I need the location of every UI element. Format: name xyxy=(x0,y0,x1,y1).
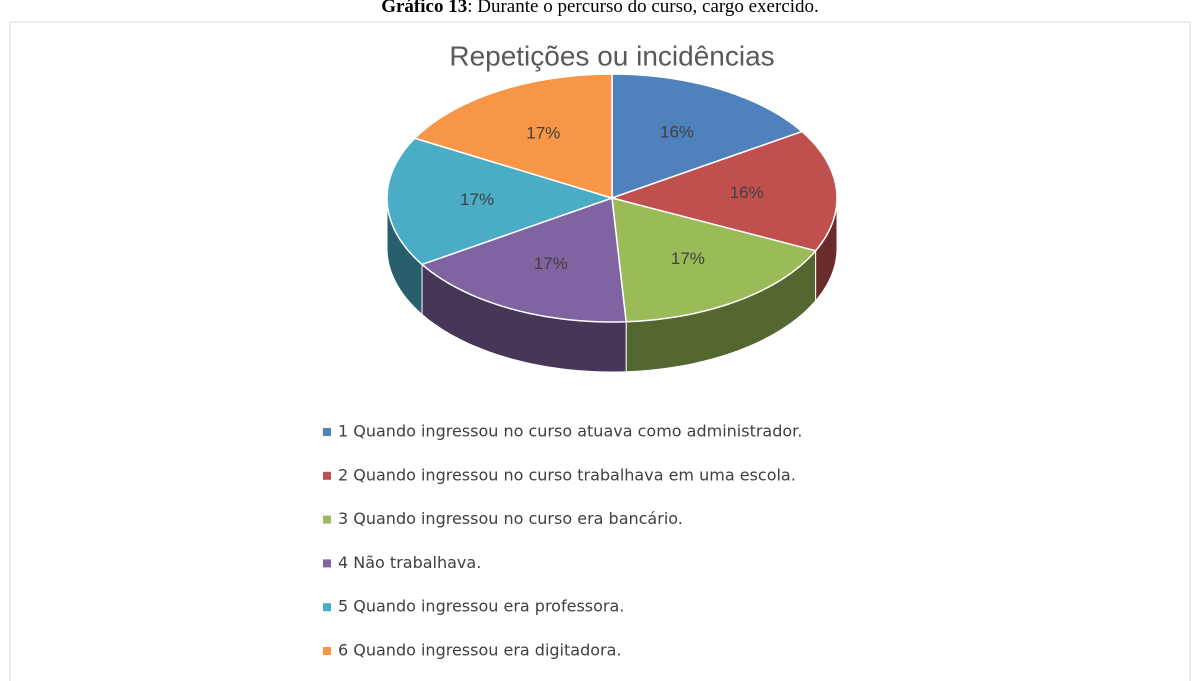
data-label: 16% xyxy=(730,183,764,202)
caption: Gráfico 13: Durante o percurso do curso,… xyxy=(381,0,819,17)
chart-title: Repetições ou incidências xyxy=(449,40,774,71)
data-label: 17% xyxy=(526,123,560,142)
legend-label: 2 Quando ingressou no curso trabalhava e… xyxy=(338,465,796,484)
caption-label: Gráfico 13 xyxy=(381,0,467,17)
legend-swatch xyxy=(323,515,331,524)
data-label: 17% xyxy=(534,254,568,273)
legend-label: 3 Quando ingressou no curso era bancário… xyxy=(338,509,683,528)
pie-slice xyxy=(420,196,627,323)
legend-label: 1 Quando ingressou no curso atuava como … xyxy=(338,422,802,441)
caption-text: : Durante o percurso do curso, cargo exe… xyxy=(467,0,819,17)
data-label: 17% xyxy=(460,190,494,209)
legend-swatch xyxy=(323,647,331,655)
legend-label: 4 Não trabalhava. xyxy=(338,553,481,572)
legend-swatch xyxy=(323,603,331,612)
pie-slice xyxy=(413,73,613,200)
legend-label: 6 Quando ingressou era digitadora. xyxy=(338,641,621,660)
data-label: 17% xyxy=(671,249,705,268)
data-label: 16% xyxy=(660,122,694,141)
pie-slice xyxy=(611,73,804,200)
legend-swatch xyxy=(323,559,331,568)
legend-swatch xyxy=(323,428,331,436)
legend-label: 5 Quando ingressou era professora. xyxy=(338,597,624,616)
pie-slice xyxy=(386,137,615,266)
pie-slice xyxy=(611,196,817,323)
legend-swatch xyxy=(323,471,331,480)
pie-slice xyxy=(609,130,838,252)
